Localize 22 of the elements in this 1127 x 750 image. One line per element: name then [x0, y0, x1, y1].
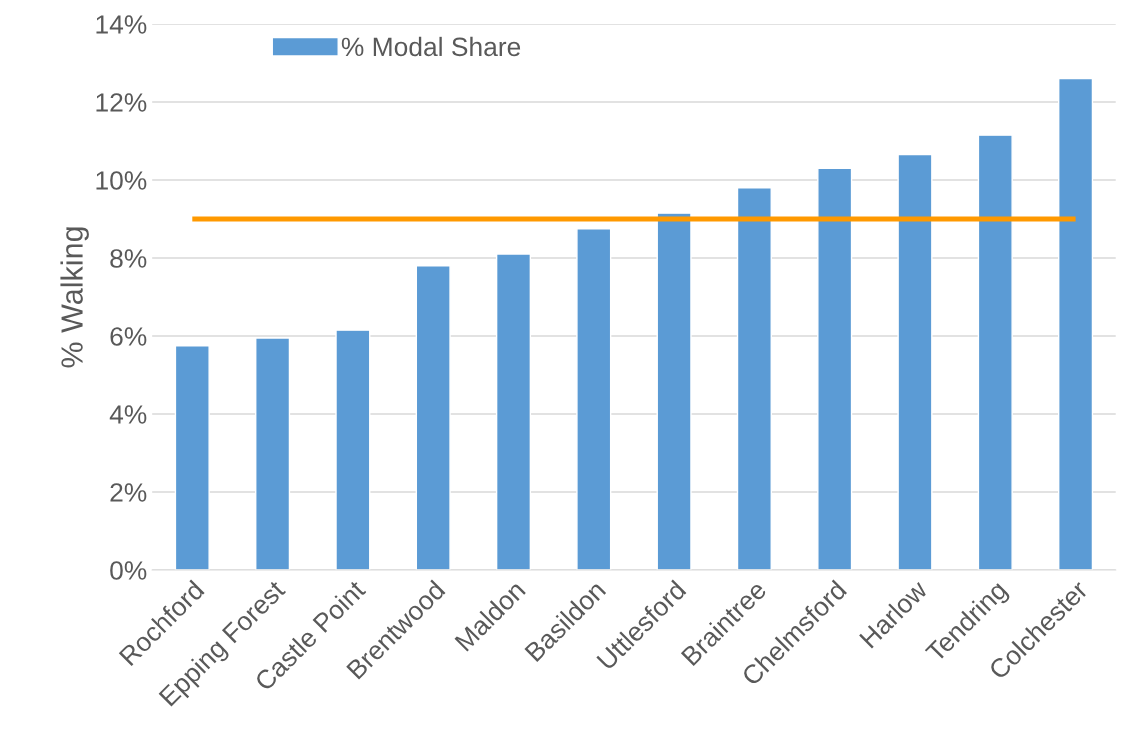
- y-tick-label: 8%: [110, 249, 147, 268]
- y-tick-label: 2%: [110, 483, 147, 502]
- y-tick-label: 6%: [110, 327, 147, 346]
- bar: [174, 345, 210, 570]
- bar: [817, 167, 853, 570]
- y-axis-title: % Walking: [60, 227, 89, 368]
- y-tick-label: 4%: [109, 405, 147, 424]
- bar: [495, 253, 532, 570]
- legend-label: % Modal Share: [341, 36, 521, 57]
- bar: [736, 187, 772, 570]
- bar: [335, 329, 371, 570]
- bar: [576, 228, 612, 570]
- bar: [255, 337, 291, 570]
- bar: [1058, 77, 1094, 570]
- y-tick-label: 12%: [96, 93, 147, 112]
- y-tick-label: 14%: [96, 15, 147, 34]
- y-tick-label: 0%: [110, 561, 147, 580]
- y-tick-label: 10%: [96, 171, 147, 190]
- bar: [897, 153, 933, 570]
- bar: [415, 265, 451, 570]
- bar: [977, 134, 1013, 570]
- bar: [656, 212, 692, 570]
